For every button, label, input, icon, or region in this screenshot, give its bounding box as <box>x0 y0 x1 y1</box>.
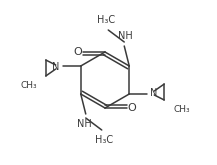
Text: H₃C: H₃C <box>95 135 113 145</box>
Text: N: N <box>52 62 60 72</box>
Text: CH₃: CH₃ <box>173 105 190 114</box>
Text: O: O <box>74 47 82 57</box>
Text: NH: NH <box>118 31 133 41</box>
Text: NH: NH <box>77 119 92 129</box>
Text: H₃C: H₃C <box>97 15 115 25</box>
Text: O: O <box>128 103 136 113</box>
Text: N: N <box>150 88 158 98</box>
Text: CH₃: CH₃ <box>20 81 37 90</box>
